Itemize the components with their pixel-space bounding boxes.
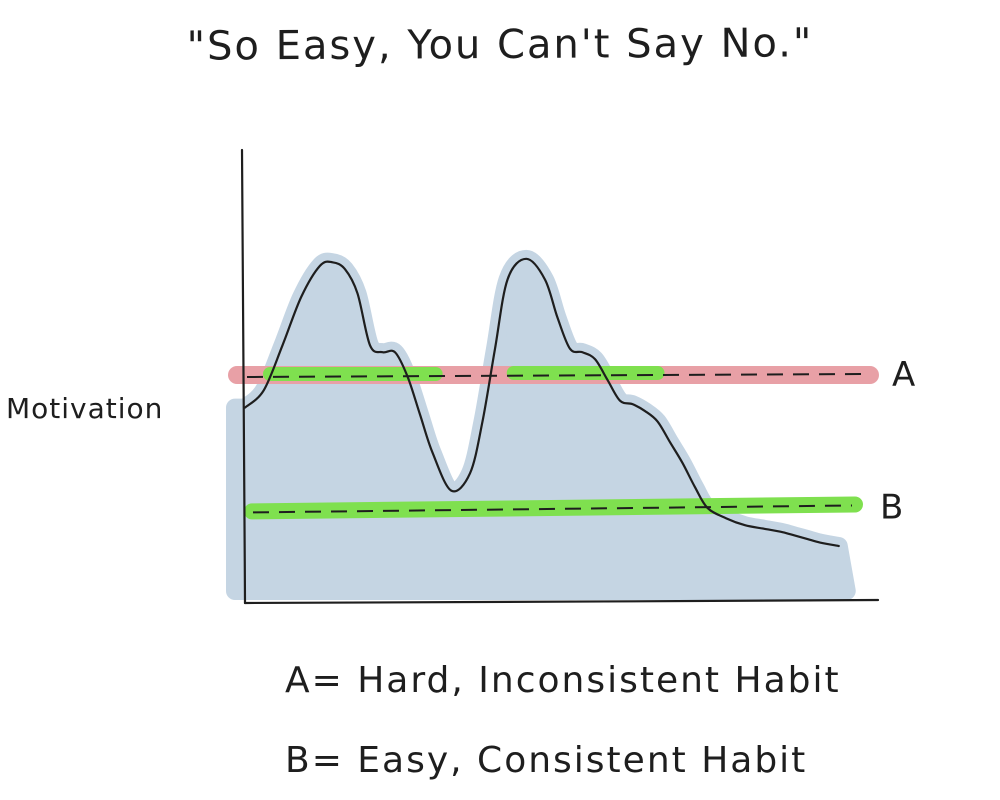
threshold-b-label: B	[880, 487, 903, 527]
threshold-a-label: A	[892, 355, 915, 395]
legend-a: A= Hard, Inconsistent Habit	[285, 660, 841, 701]
curve-fill	[226, 249, 856, 600]
motivation-curve	[243, 257, 840, 548]
x-axis	[243, 598, 880, 605]
threshold-group	[228, 366, 879, 520]
label-group: AB	[880, 355, 915, 527]
axis-group	[240, 148, 880, 605]
y-axis-label: Motivation	[6, 392, 164, 425]
fill-group	[226, 249, 856, 600]
threshold-b-dash	[252, 504, 853, 514]
legend-b: B= Easy, Consistent Habit	[285, 740, 808, 781]
curve-group	[243, 257, 840, 548]
y-axis	[240, 148, 247, 605]
